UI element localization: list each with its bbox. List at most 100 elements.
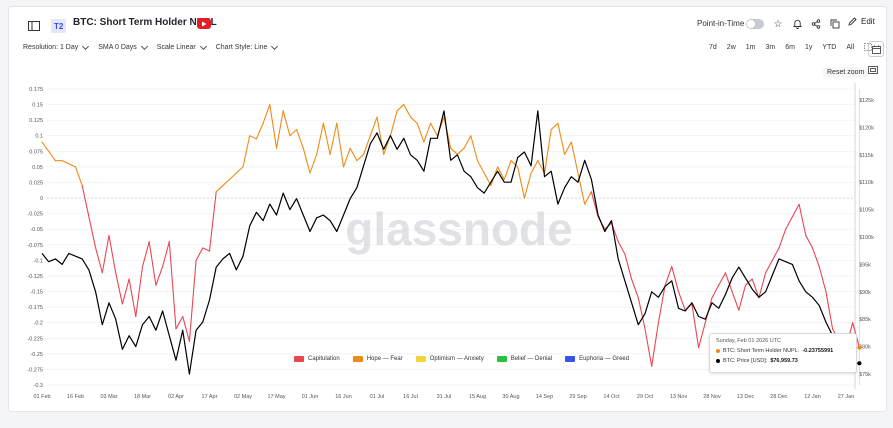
legend-item[interactable]: Hope — Fear bbox=[352, 356, 403, 362]
nupl-line-segment bbox=[430, 122, 438, 137]
nupl-line-segment bbox=[175, 315, 184, 330]
x-tick-label: 03 Mar bbox=[100, 394, 117, 400]
sma-dropdown[interactable]: SMA 0 Days bbox=[98, 42, 148, 51]
y-right-tick-label: $90k bbox=[859, 290, 871, 296]
resolution-dropdown[interactable]: Resolution: 1 Day bbox=[23, 42, 90, 51]
nupl-line-segment bbox=[302, 147, 311, 174]
calendar-icon[interactable] bbox=[868, 41, 884, 57]
nupl-line-segment bbox=[503, 160, 512, 180]
range-6m[interactable]: 6m bbox=[785, 43, 795, 51]
nupl-line-segment bbox=[396, 104, 405, 112]
nupl-line-segment bbox=[128, 278, 137, 318]
nupl-line-segment bbox=[631, 278, 639, 299]
nupl-line-segment bbox=[517, 166, 525, 199]
nupl-line-segment bbox=[671, 266, 680, 293]
nupl-line-segment bbox=[530, 160, 539, 174]
nupl-line-segment bbox=[275, 110, 284, 149]
watermark-logo: glassnode bbox=[345, 203, 573, 255]
legend-item[interactable]: Optimism — Anxiety bbox=[415, 356, 484, 362]
legend-swatch bbox=[415, 356, 426, 362]
nupl-line-segment bbox=[557, 122, 566, 155]
y-left-tick-label: -0.05 bbox=[30, 227, 43, 233]
nupl-line-segment bbox=[550, 122, 559, 131]
nupl-line-segment bbox=[309, 153, 318, 174]
y-left-tick-label: -0.025 bbox=[27, 212, 43, 218]
y-left-tick-label: 0.025 bbox=[29, 180, 43, 186]
nupl-line-segment bbox=[41, 141, 50, 152]
nupl-line-segment bbox=[229, 172, 237, 180]
nupl-line-segment bbox=[644, 328, 653, 367]
chart: glassnode 0.175 0.15 0.125 0.1 0.075 0.05 0.02… bbox=[27, 83, 874, 400]
y-right-tick-label: $80k bbox=[859, 345, 871, 351]
nupl-line-segment bbox=[765, 259, 773, 274]
nupl-line-segment bbox=[108, 234, 117, 274]
youtube-icon[interactable] bbox=[197, 18, 211, 29]
x-tick-label: 01 Feb bbox=[33, 394, 50, 400]
bell-icon[interactable] bbox=[790, 17, 804, 31]
legend-item[interactable]: Belief — Denial bbox=[496, 356, 553, 362]
range-3m[interactable]: 3m bbox=[765, 43, 776, 51]
nupl-line-segment bbox=[664, 266, 673, 286]
nupl-line-segment bbox=[61, 160, 70, 165]
sidebar-toggle-icon[interactable] bbox=[23, 15, 45, 37]
scale-dropdown[interactable]: Scale Linear bbox=[157, 42, 207, 51]
x-tick-label: 28 Nov bbox=[703, 394, 721, 400]
legend-item[interactable]: Capitulation bbox=[294, 356, 340, 362]
legend-label: Belief — Denial bbox=[510, 356, 553, 362]
x-tick-label: 02 May bbox=[234, 394, 252, 400]
y-left-tick-label: -0.2 bbox=[34, 321, 43, 327]
nupl-line-segment bbox=[744, 278, 753, 286]
range-2w[interactable]: 2w bbox=[726, 43, 736, 51]
nupl-line-segment bbox=[202, 247, 211, 252]
y-left-tick-label: 0 bbox=[40, 196, 43, 202]
nupl-line-segment bbox=[208, 191, 217, 252]
y-left-tick-label: -0.25 bbox=[30, 352, 43, 358]
y-right-tick-label: $95k bbox=[859, 262, 871, 268]
nupl-line-segment bbox=[188, 259, 197, 342]
nupl-line-segment bbox=[168, 241, 177, 330]
y-left-tick-label: -0.1 bbox=[34, 258, 43, 264]
nupl-line-segment bbox=[363, 135, 371, 155]
nupl-line-segment bbox=[235, 166, 244, 174]
nupl-line-segment bbox=[698, 322, 706, 349]
star-icon[interactable]: ☆ bbox=[773, 18, 783, 30]
legend-swatch bbox=[496, 356, 507, 362]
range-ytd[interactable]: YTD bbox=[822, 43, 837, 51]
nupl-line-segment bbox=[691, 303, 700, 349]
copy-icon[interactable] bbox=[828, 17, 842, 31]
nupl-line-segment bbox=[617, 241, 626, 255]
tooltip-price-label: BTC: Price [USD]: bbox=[723, 358, 768, 364]
nupl-line-segment bbox=[135, 266, 144, 318]
screenshot-icon[interactable] bbox=[868, 66, 878, 74]
y-right-tick-label: $115k bbox=[859, 153, 874, 159]
nupl-hover-point bbox=[857, 345, 862, 350]
reset-zoom-button[interactable]: Reset zoom bbox=[823, 67, 869, 78]
range-7d[interactable]: 7d bbox=[709, 43, 717, 51]
range-1y[interactable]: 1y bbox=[804, 43, 813, 51]
x-tick-label: 12 Jan bbox=[804, 394, 821, 400]
tooltip-nupl-label: BTC: Short Term Holder NUPL: bbox=[723, 348, 800, 354]
nupl-line-segment bbox=[590, 191, 599, 218]
nupl-line-segment bbox=[523, 172, 532, 199]
nupl-line-segment bbox=[778, 228, 787, 249]
nupl-line-segment bbox=[81, 185, 90, 218]
nupl-line-segment bbox=[162, 241, 170, 268]
legend-item[interactable]: Euphoria — Greed bbox=[565, 356, 629, 362]
range-1m[interactable]: 1m bbox=[745, 43, 756, 51]
nupl-line-segment bbox=[771, 247, 780, 261]
nupl-line-segment bbox=[497, 166, 505, 180]
nupl-line-segment bbox=[751, 278, 760, 299]
chart-style-dropdown[interactable]: Chart Style: Line bbox=[216, 42, 279, 51]
x-tick-label: 29 Sep bbox=[569, 394, 586, 400]
point-in-time-toggle[interactable] bbox=[746, 19, 764, 29]
share-icon[interactable] bbox=[809, 17, 823, 31]
nupl-line-segment bbox=[141, 241, 150, 268]
range-all[interactable]: All bbox=[846, 43, 855, 51]
y-left-tick-label: 0.05 bbox=[32, 165, 43, 171]
nupl-line-segment bbox=[785, 216, 793, 230]
x-tick-label: 02 Apr bbox=[168, 394, 184, 400]
edit-button[interactable]: Edit bbox=[848, 17, 875, 26]
nupl-line-segment bbox=[724, 272, 733, 293]
x-tick-label: 14 Sep bbox=[536, 394, 553, 400]
x-tick-label: 29 Oct bbox=[637, 394, 654, 400]
